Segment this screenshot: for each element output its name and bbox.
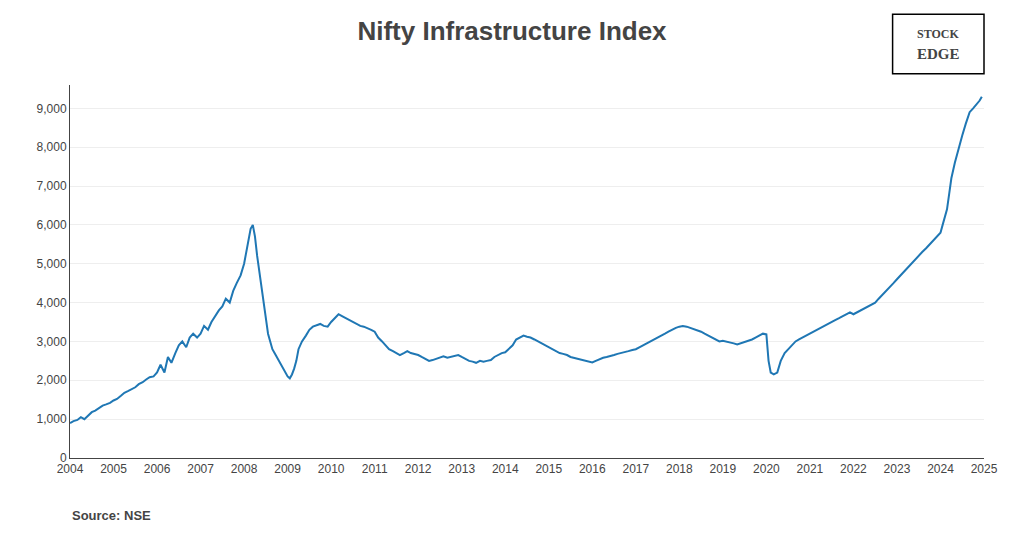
svg-text:Source: NSE: Source: NSE [72,508,151,523]
svg-text:0: 0 [60,451,67,465]
svg-text:2025: 2025 [971,462,998,476]
svg-text:2016: 2016 [579,462,606,476]
svg-text:EDGE: EDGE [917,46,960,62]
svg-text:2017: 2017 [622,462,649,476]
svg-text:2014: 2014 [492,462,519,476]
svg-text:2005: 2005 [100,462,127,476]
svg-text:2018: 2018 [666,462,693,476]
svg-text:2007: 2007 [187,462,214,476]
svg-text:2022: 2022 [840,462,867,476]
svg-text:2020: 2020 [753,462,780,476]
svg-text:2012: 2012 [405,462,432,476]
svg-text:Nifty Infrastructure Index: Nifty Infrastructure Index [357,16,667,46]
svg-text:2,000: 2,000 [37,373,67,387]
svg-text:2015: 2015 [535,462,562,476]
svg-text:3,000: 3,000 [37,335,67,349]
svg-text:4,000: 4,000 [37,296,67,310]
svg-text:2019: 2019 [710,462,737,476]
svg-text:9,000: 9,000 [37,102,67,116]
svg-text:1,000: 1,000 [37,412,67,426]
svg-text:2004: 2004 [57,462,84,476]
svg-text:5,000: 5,000 [37,257,67,271]
svg-text:2006: 2006 [144,462,171,476]
svg-text:8,000: 8,000 [37,140,67,154]
svg-text:2010: 2010 [318,462,345,476]
svg-text:7,000: 7,000 [37,179,67,193]
svg-text:6,000: 6,000 [37,218,67,232]
svg-text:2008: 2008 [231,462,258,476]
svg-text:STOCK: STOCK [917,27,959,41]
svg-text:2009: 2009 [274,462,301,476]
svg-text:2023: 2023 [884,462,911,476]
svg-text:2024: 2024 [927,462,954,476]
svg-text:2011: 2011 [362,462,388,476]
svg-text:2021: 2021 [797,462,824,476]
svg-text:2013: 2013 [448,462,475,476]
